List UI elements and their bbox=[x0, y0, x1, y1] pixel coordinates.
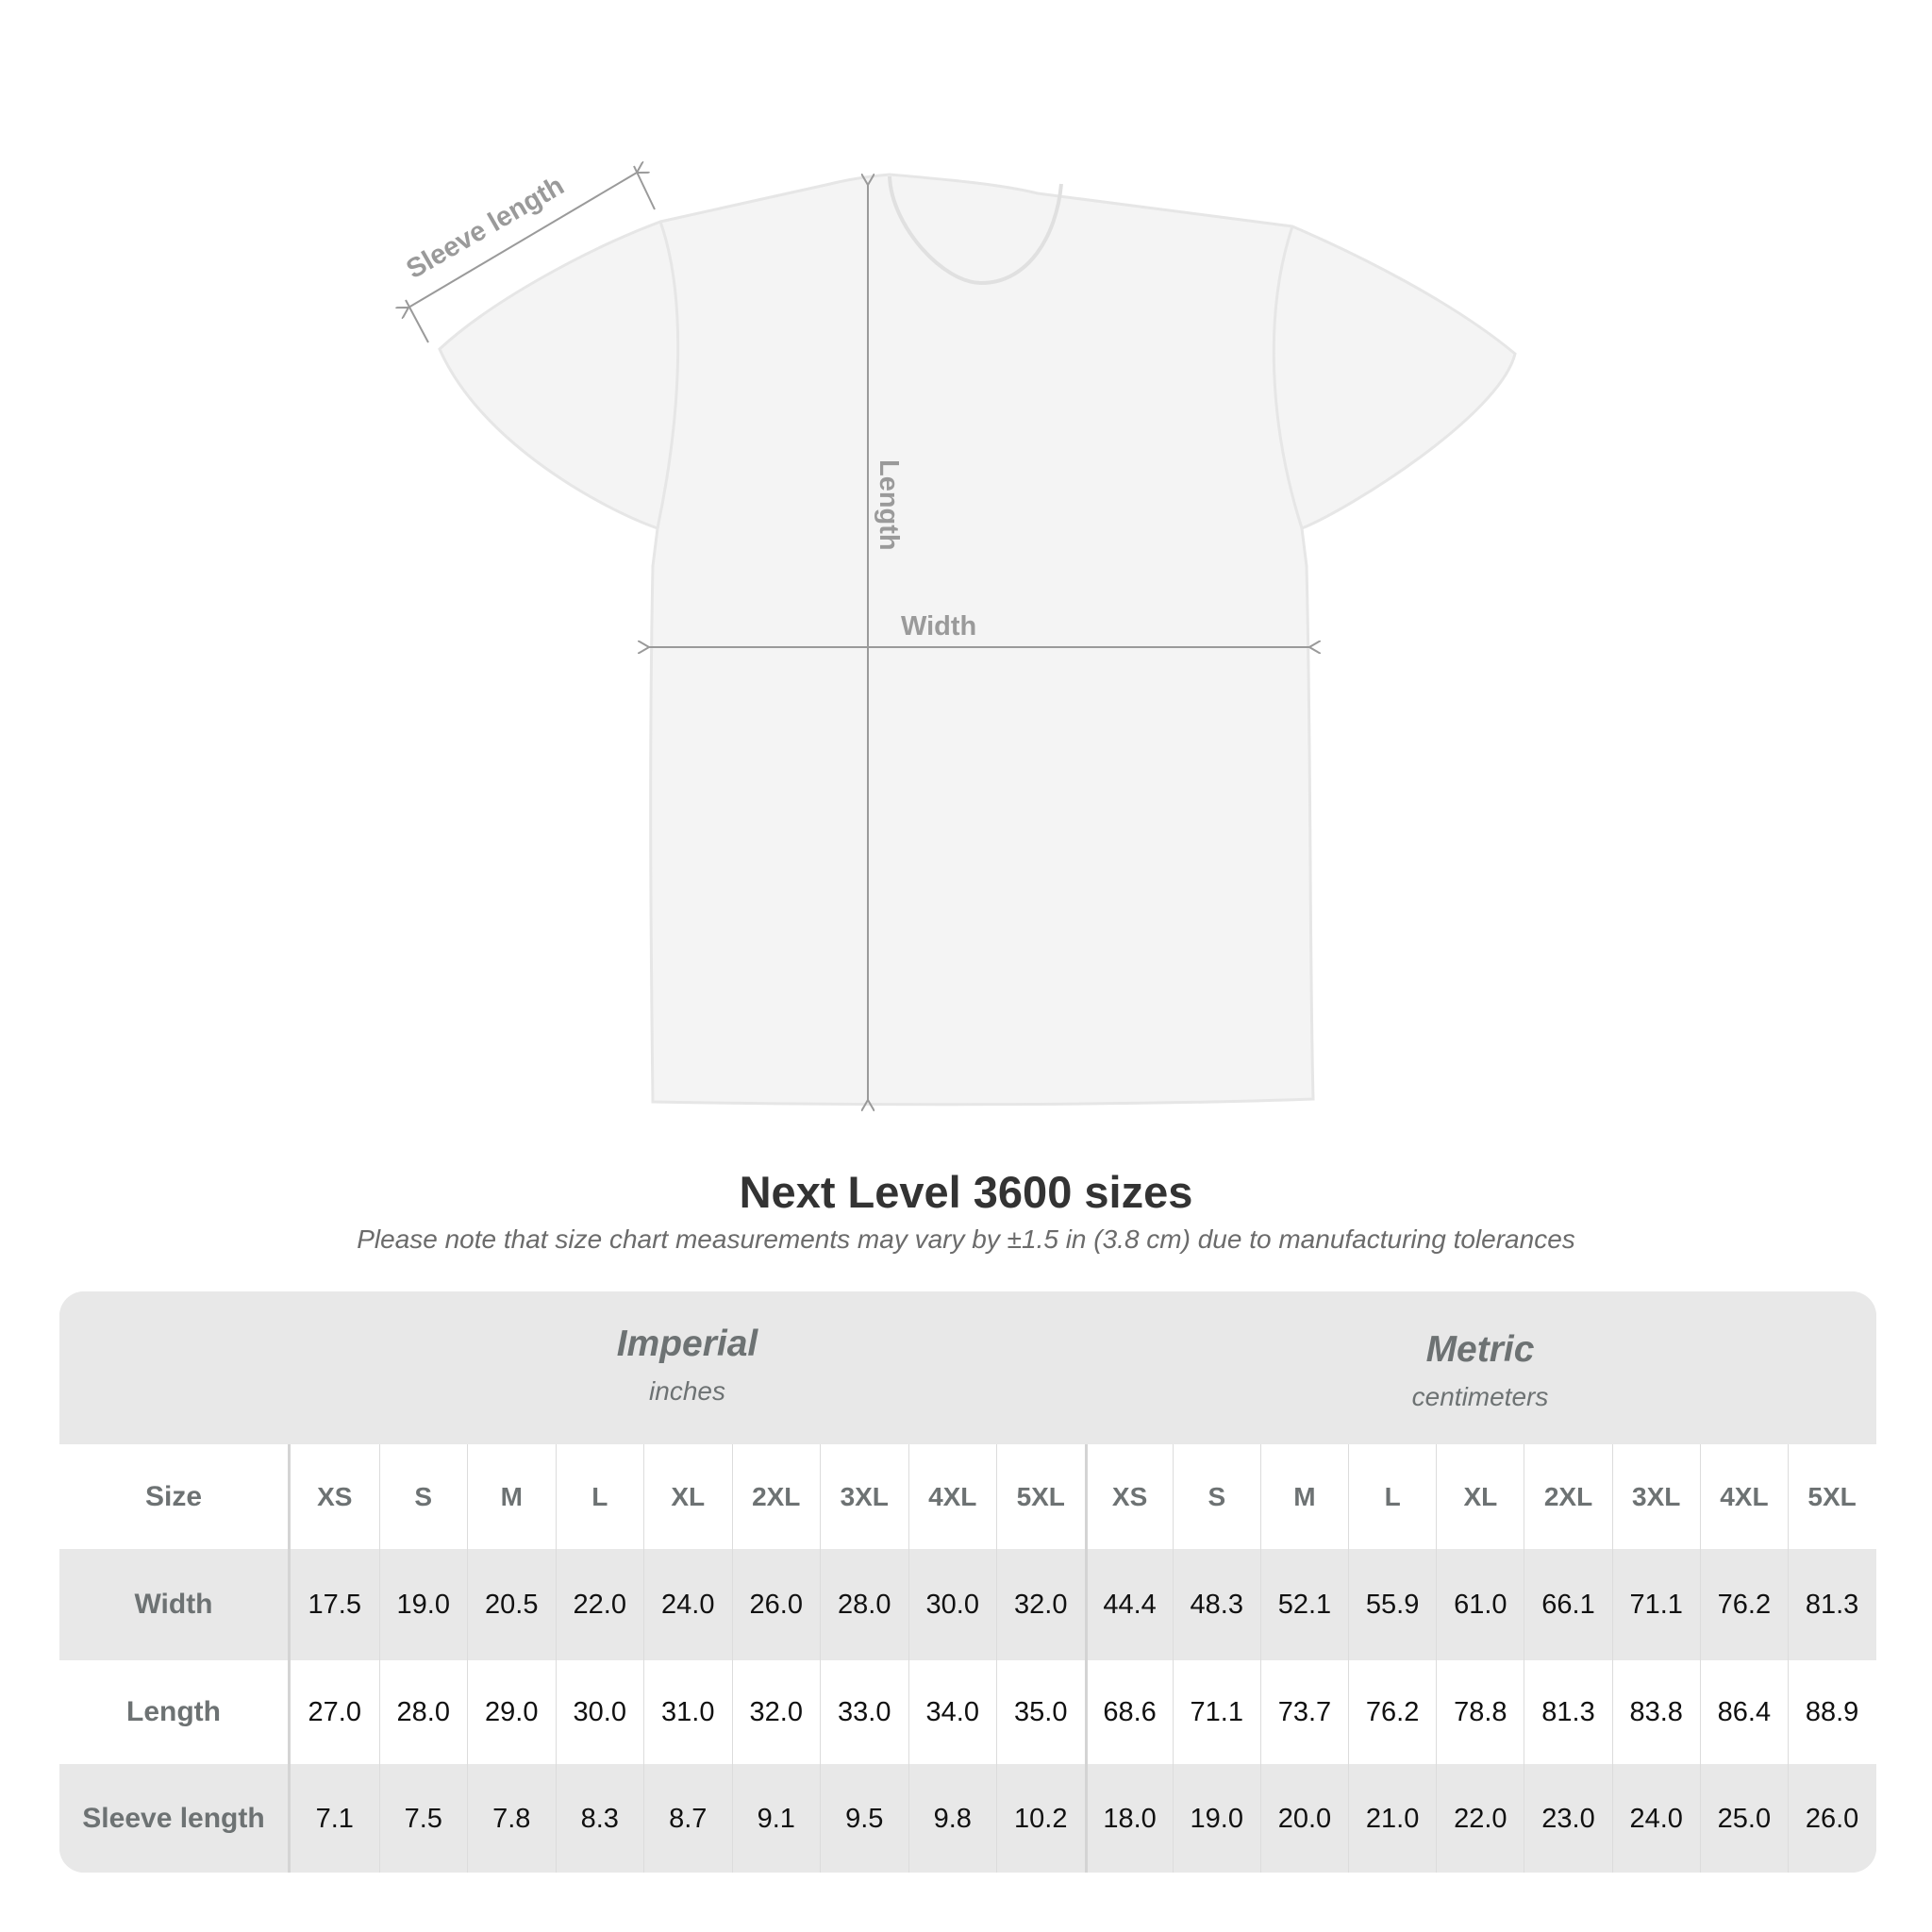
metric-value-cell: 71.1 bbox=[1611, 1549, 1700, 1660]
imperial-value-cell: 30.0 bbox=[555, 1660, 644, 1764]
metric-size-header: XS bbox=[1084, 1444, 1173, 1549]
metric-size-header: 4XL bbox=[1699, 1444, 1788, 1549]
table-row-sleeve-length: Sleeve length 7.1 7.5 7.8 8.3 8.7 9.1 9.5 9.8 10.… bbox=[59, 1764, 1876, 1873]
imperial-size-header: M bbox=[467, 1444, 556, 1549]
metric-value-cell: 61.0 bbox=[1436, 1549, 1524, 1660]
metric-value-cell: 73.7 bbox=[1259, 1660, 1348, 1764]
metric-size-header: 3XL bbox=[1611, 1444, 1700, 1549]
metric-size-header: 5XL bbox=[1788, 1444, 1875, 1549]
imperial-value-cell: 9.8 bbox=[908, 1764, 997, 1873]
imperial-value-cell: 33.0 bbox=[820, 1660, 908, 1764]
imperial-value-cell: 34.0 bbox=[908, 1660, 997, 1764]
imperial-value-cell: 19.0 bbox=[378, 1549, 468, 1660]
imperial-size-header: L bbox=[555, 1444, 644, 1549]
metric-value-cell: 22.0 bbox=[1436, 1764, 1524, 1873]
metric-value-cell: 76.2 bbox=[1348, 1660, 1436, 1764]
metric-value-cell: 23.0 bbox=[1524, 1764, 1611, 1873]
imperial-size-header: 2XL bbox=[731, 1444, 821, 1549]
table-row-size: Size XS S M L XL 2XL 3XL 4XL 5XL XS S M L XL 2XL 3XL 4XL 5… bbox=[59, 1444, 1876, 1549]
imperial-value-cell: 22.0 bbox=[555, 1549, 644, 1660]
imperial-value-cell: 32.0 bbox=[996, 1549, 1085, 1660]
imperial-value-cell: 7.5 bbox=[378, 1764, 468, 1873]
length-label: Length bbox=[874, 459, 904, 551]
metric-value-cell: 55.9 bbox=[1348, 1549, 1436, 1660]
metric-value-cell: 78.8 bbox=[1436, 1660, 1524, 1764]
imperial-value-cell: 28.0 bbox=[820, 1549, 908, 1660]
metric-value-cell: 18.0 bbox=[1084, 1764, 1173, 1873]
metric-value-cell: 86.4 bbox=[1699, 1660, 1788, 1764]
metric-value-cell: 88.9 bbox=[1788, 1660, 1875, 1764]
metric-size-header: M bbox=[1259, 1444, 1348, 1549]
imperial-value-cell: 30.0 bbox=[908, 1549, 997, 1660]
row-label: Width bbox=[59, 1549, 291, 1660]
metric-value-cell: 68.6 bbox=[1084, 1660, 1173, 1764]
imperial-value-cell: 8.3 bbox=[555, 1764, 644, 1873]
table-row-length: Length 27.0 28.0 29.0 30.0 31.0 32.0 33.0 34.0 35… bbox=[59, 1660, 1876, 1764]
imperial-size-header: XS bbox=[317, 1481, 353, 1511]
row-label: Length bbox=[59, 1660, 291, 1764]
metric-title: Metric bbox=[1425, 1329, 1535, 1370]
metric-size-header: L bbox=[1348, 1444, 1436, 1549]
metric-value-cell: 81.3 bbox=[1788, 1549, 1875, 1660]
imperial-size-header: XL bbox=[643, 1444, 732, 1549]
imperial-value-cell: 26.0 bbox=[731, 1549, 821, 1660]
metric-value-cell: 83.8 bbox=[1611, 1660, 1700, 1764]
imperial-value-cell: 10.2 bbox=[996, 1764, 1085, 1873]
metric-header: Metric centimeters bbox=[1084, 1329, 1876, 1412]
row-label: Size bbox=[59, 1444, 291, 1549]
imperial-size-header: S bbox=[378, 1444, 468, 1549]
metric-size-header: S bbox=[1172, 1444, 1260, 1549]
metric-value-cell: 52.1 bbox=[1259, 1549, 1348, 1660]
metric-value-cell: 66.1 bbox=[1524, 1549, 1611, 1660]
unit-header: Imperial inches Metric centimeters bbox=[59, 1291, 1876, 1444]
imperial-value-cell: 35.0 bbox=[996, 1660, 1085, 1764]
table-row-width: Width 17.5 19.0 20.5 22.0 24.0 26.0 28.0 30.0 32.… bbox=[59, 1549, 1876, 1660]
row-label: Sleeve length bbox=[59, 1764, 291, 1873]
imperial-value-cell: 29.0 bbox=[467, 1660, 556, 1764]
imperial-value-cell: 32.0 bbox=[731, 1660, 821, 1764]
imperial-value-cell: 28.0 bbox=[378, 1660, 468, 1764]
imperial-value-cell: 7.8 bbox=[467, 1764, 556, 1873]
metric-unit: centimeters bbox=[1411, 1382, 1549, 1411]
imperial-header: Imperial inches bbox=[291, 1324, 1084, 1407]
collar bbox=[888, 175, 1063, 286]
imperial-value-cell: 27.0 bbox=[308, 1696, 361, 1727]
metric-value-cell: 76.2 bbox=[1699, 1549, 1788, 1660]
width-label: Width bbox=[901, 611, 976, 641]
imperial-size-header: 3XL bbox=[820, 1444, 908, 1549]
metric-value-cell: 44.4 bbox=[1084, 1549, 1173, 1660]
metric-size-header: XL bbox=[1436, 1444, 1524, 1549]
metric-value-cell: 24.0 bbox=[1611, 1764, 1700, 1873]
size-table: Imperial inches Metric centimeters Size X… bbox=[59, 1291, 1876, 1873]
tshirt-shape bbox=[438, 173, 1517, 1107]
imperial-value-cell: 7.1 bbox=[315, 1803, 354, 1834]
imperial-value-cell: 9.5 bbox=[820, 1764, 908, 1873]
imperial-value-cell: 24.0 bbox=[643, 1549, 732, 1660]
imperial-value-cell: 9.1 bbox=[731, 1764, 821, 1873]
imperial-size-header: 5XL bbox=[996, 1444, 1085, 1549]
imperial-value-cell: 20.5 bbox=[467, 1549, 556, 1660]
metric-value-cell: 71.1 bbox=[1172, 1660, 1260, 1764]
imperial-unit: inches bbox=[649, 1376, 725, 1406]
metric-value-cell: 21.0 bbox=[1348, 1764, 1436, 1873]
imperial-value-cell: 17.5 bbox=[308, 1589, 361, 1620]
imperial-title: Imperial bbox=[616, 1324, 758, 1364]
imperial-value-cell: 31.0 bbox=[643, 1660, 732, 1764]
sleeve-length-arrow bbox=[408, 173, 637, 308]
metric-value-cell: 19.0 bbox=[1172, 1764, 1260, 1873]
metric-value-cell: 48.3 bbox=[1172, 1549, 1260, 1660]
imperial-value-cell: 8.7 bbox=[643, 1764, 732, 1873]
metric-value-cell: 25.0 bbox=[1699, 1764, 1788, 1873]
page-title: Next Level 3600 sizes bbox=[739, 1167, 1193, 1217]
metric-size-header: 2XL bbox=[1524, 1444, 1611, 1549]
tshirt-diagram: Sleeve length Length Width bbox=[0, 0, 1517, 1132]
metric-value-cell: 26.0 bbox=[1788, 1764, 1875, 1873]
tolerance-note: Please note that size chart measurements… bbox=[357, 1224, 1575, 1254]
imperial-size-header: 4XL bbox=[908, 1444, 997, 1549]
metric-value-cell: 20.0 bbox=[1259, 1764, 1348, 1873]
metric-value-cell: 81.3 bbox=[1524, 1660, 1611, 1764]
